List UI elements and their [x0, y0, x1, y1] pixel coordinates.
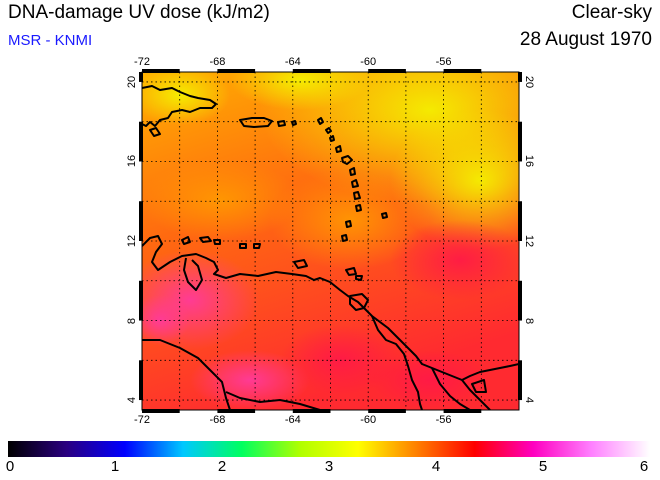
tick-label: 4 [523, 396, 535, 404]
colorbar-label: 6 [639, 458, 649, 475]
colorbar-label: 5 [538, 458, 548, 475]
colorbar-label: 3 [324, 458, 334, 475]
tick-label: -72 [134, 414, 150, 426]
tick-label: 16 [126, 155, 138, 168]
tick-label: -64 [284, 56, 301, 68]
tick-label: -56 [435, 56, 452, 68]
map-title: DNA-damage UV dose (kJ/m2) [8, 2, 270, 23]
tick-label: -68 [209, 414, 226, 426]
tick-label: 12 [126, 234, 138, 248]
colorbar-label: 0 [5, 458, 15, 475]
sky-condition: Clear-sky [571, 2, 652, 23]
tick-label: -60 [360, 56, 377, 68]
tick-label: 16 [523, 155, 535, 168]
uv-field [142, 72, 519, 410]
tick-label: 8 [523, 317, 535, 324]
tick-label: -68 [209, 56, 226, 68]
map-date: 28 August 1970 [519, 29, 652, 50]
colorbar-label: 1 [110, 458, 120, 475]
tick-label: 12 [523, 234, 535, 248]
tick-label: 20 [126, 75, 138, 89]
tick-label: -56 [435, 414, 452, 426]
frame-ticks [139, 69, 522, 413]
colorbar-label: 4 [431, 458, 441, 475]
colorbar-label: 2 [217, 458, 227, 475]
tick-label: -72 [134, 56, 150, 68]
tick-label: -60 [360, 414, 377, 426]
data-source: MSR - KNMI [8, 32, 93, 49]
tick-label: 4 [126, 396, 138, 404]
colorbar [8, 441, 650, 457]
tick-label: 8 [126, 317, 138, 324]
coastlines [142, 85, 519, 410]
tick-label: 20 [523, 75, 535, 89]
tick-label: -64 [284, 414, 301, 426]
